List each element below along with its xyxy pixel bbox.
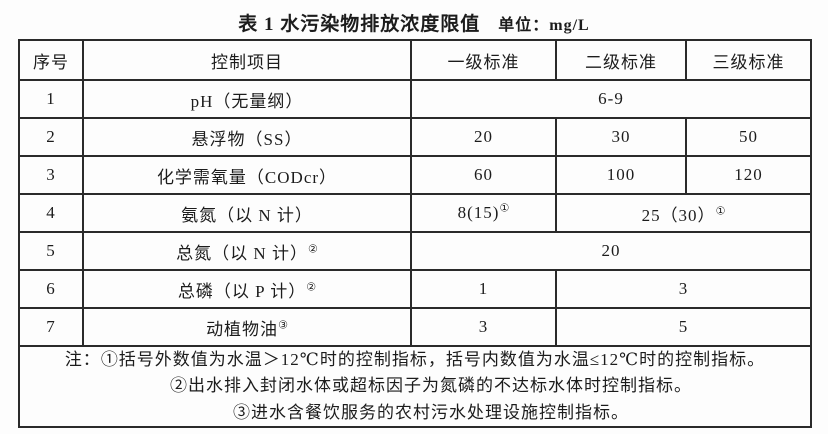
notes-row: 注：①括号外数值为水温＞12℃时的控制指标，括号内数值为水温≤12℃时的控制指标… <box>18 344 812 429</box>
header-no: 序号 <box>18 39 84 81</box>
row-number: 2 <box>18 117 84 157</box>
standard-value-level1: 1 <box>410 269 557 309</box>
standard-value-level2: 30 <box>555 117 687 157</box>
item-text: 氨氮（以 N 计） <box>181 205 313 225</box>
header-level1: 一级标准 <box>410 39 557 81</box>
value-text: 6-9 <box>598 89 624 108</box>
table-row: 2 悬浮物（SS） 20 30 50 <box>18 117 812 157</box>
standard-value-level1: 60 <box>410 155 557 195</box>
row-number: 5 <box>18 231 84 271</box>
item-text: 总氮（以 N 计） <box>176 243 308 263</box>
standard-value-merged: 20 <box>410 231 812 271</box>
unit-label: 单位：mg/L <box>498 17 590 34</box>
item-text: pH（无量纲） <box>190 91 304 111</box>
note-ref: ② <box>306 280 317 293</box>
limits-table: 序号 控制项目 一级标准 二级标准 三级标准 1 pH（无量纲） 6-9 2 悬… <box>18 39 812 429</box>
value-text: 60 <box>474 165 493 184</box>
header-level2: 二级标准 <box>555 39 687 81</box>
value-text: 100 <box>606 165 636 184</box>
standard-value-merged: 5 <box>555 307 812 347</box>
standard-value-level3: 50 <box>685 117 812 157</box>
value-text: 3 <box>478 317 489 336</box>
note-line: 注：①括号外数值为水温＞12℃时的控制指标，括号内数值为水温≤12℃时的控制指标… <box>20 347 810 373</box>
standard-value-level1: 20 <box>410 117 557 157</box>
control-item-label: 氨氮（以 N 计） <box>82 193 412 233</box>
value-text: 5 <box>678 317 689 336</box>
note-text: ③进水含餐饮服务的农村污水处理设施控制指标。 <box>233 402 629 422</box>
table-row: 3 化学需氧量（CODcr） 60 100 120 <box>18 155 812 195</box>
row-number: 4 <box>18 193 84 233</box>
value-text: 20 <box>601 241 621 260</box>
value-text: 120 <box>734 165 763 184</box>
value-text: 3 <box>678 279 689 298</box>
value-text: 20 <box>474 127 493 146</box>
notes-cell: 注：①括号外数值为水温＞12℃时的控制指标，括号内数值为水温≤12℃时的控制指标… <box>18 344 812 429</box>
table-row: 1 pH（无量纲） 6-9 <box>18 79 812 119</box>
control-item-label: 化学需氧量（CODcr） <box>82 155 412 195</box>
row-number: 3 <box>18 155 84 195</box>
row-number: 6 <box>18 269 84 309</box>
control-item-label: 动植物油③ <box>82 307 412 347</box>
value-text: 25（30） <box>641 205 716 225</box>
control-item-label: 悬浮物（SS） <box>82 117 412 157</box>
standard-value-level3: 120 <box>685 155 812 195</box>
table-row: 6 总磷（以 P 计）② 1 3 <box>18 269 812 309</box>
standard-value-merged: 6-9 <box>410 79 812 119</box>
notes-prefix: 注： <box>64 350 101 369</box>
table-row: 5 总氮（以 N 计）② 20 <box>18 231 812 271</box>
note-line: ②出水排入封闭水体或超标因子为氮磷的不达标水体时控制指标。 <box>20 373 810 399</box>
note-ref: ③ <box>278 318 288 331</box>
note-text: ②出水排入封闭水体或超标因子为氮磷的不达标水体时控制指标。 <box>170 376 692 396</box>
control-item-label: 总氮（以 N 计）② <box>82 231 412 271</box>
item-text: 动植物油 <box>206 319 279 339</box>
header-level3: 三级标准 <box>685 39 812 81</box>
table-title: 表 1 水污染物排放浓度限值 <box>238 14 481 35</box>
header-control-item: 控制项目 <box>82 39 412 81</box>
header-row: 序号 控制项目 一级标准 二级标准 三级标准 <box>18 39 812 81</box>
note-line: ③进水含餐饮服务的农村污水处理设施控制指标。 <box>20 400 810 426</box>
value-text: 30 <box>611 127 631 146</box>
item-text: 化学需氧量（CODcr） <box>156 167 338 187</box>
control-item-label: 总磷（以 P 计）② <box>82 269 412 309</box>
value-text: 8(15) <box>457 203 500 222</box>
standard-value-merged: 3 <box>555 269 812 309</box>
item-text: 总磷（以 P 计） <box>177 281 307 301</box>
table-caption: 表 1 水污染物排放浓度限值 单位：mg/L <box>0 0 828 39</box>
table-row: 4 氨氮（以 N 计） 8(15)① 25（30）① <box>18 193 812 233</box>
note-ref: ① <box>499 202 510 215</box>
standard-value-merged: 25（30）① <box>555 193 812 233</box>
row-number: 1 <box>18 79 84 119</box>
control-item-label: pH（无量纲） <box>82 79 412 119</box>
standard-value-level1: 3 <box>410 307 557 347</box>
row-number: 7 <box>18 307 84 347</box>
standard-value-level2: 100 <box>555 155 687 195</box>
item-text: 悬浮物（SS） <box>191 129 303 149</box>
note-text: ①括号外数值为水温＞12℃时的控制指标，括号内数值为水温≤12℃时的控制指标。 <box>100 350 766 369</box>
value-text: 1 <box>478 279 489 298</box>
value-text: 50 <box>739 127 758 146</box>
standard-value-level1: 8(15)① <box>410 193 557 233</box>
note-ref: ① <box>715 204 726 217</box>
table-row: 7 动植物油③ 3 5 <box>18 307 812 347</box>
note-ref: ② <box>307 242 318 255</box>
